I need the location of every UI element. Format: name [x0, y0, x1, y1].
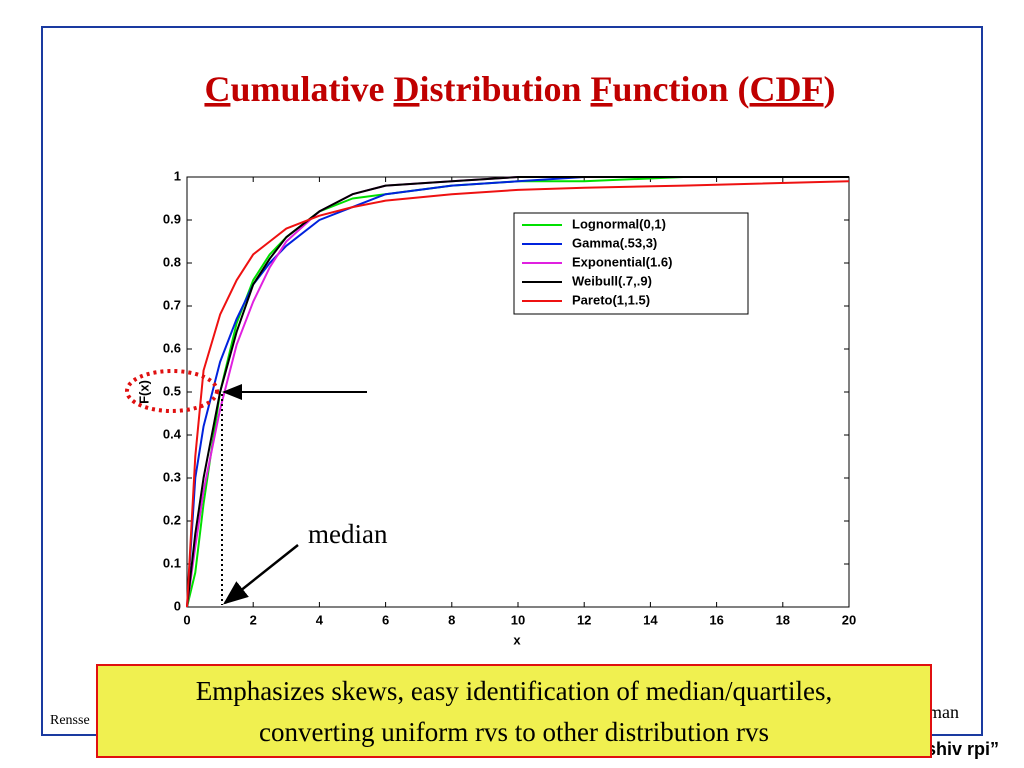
- x-tick-label: 8: [448, 612, 455, 627]
- title-segment: umulative: [230, 69, 393, 109]
- callout-text: converting uniform rvs to other distribu…: [259, 717, 769, 747]
- highlight-ellipse: [125, 369, 219, 413]
- legend: Lognormal(0,1) Gamma(.53,3) Exponential(1.…: [522, 216, 672, 307]
- title-segment: C: [204, 69, 230, 109]
- footer-left: Rensse: [50, 713, 90, 728]
- y-tick-label: 0.3: [163, 469, 181, 484]
- x-axis-label: x: [513, 632, 521, 647]
- y-tick-label: 0.9: [163, 211, 181, 226]
- legend-label: Weibull(.7,.9): [572, 273, 652, 288]
- title-segment: F: [591, 69, 613, 109]
- x-tick-label: 18: [776, 612, 790, 627]
- y-tick-label: 0.1: [163, 555, 181, 570]
- x-tick-label: 20: [842, 612, 856, 627]
- y-tick-label: 0: [174, 598, 181, 613]
- x-tick-label: 12: [577, 612, 591, 627]
- legend-label: Gamma(.53,3): [572, 235, 657, 250]
- callout-text: Emphasizes skews, easy identification of…: [196, 676, 833, 706]
- footer-right: man: [928, 702, 959, 722]
- slide-frame: [41, 26, 983, 736]
- title-segment: D: [393, 69, 419, 109]
- legend-label: Pareto(1,1.5): [572, 292, 650, 307]
- y-tick-label: 1: [174, 168, 181, 183]
- x-tick-label: 10: [511, 612, 525, 627]
- plot: 0 2 4 6 8 10 12 14 16 18 20 0 0.1 0.2 0.3 0.4 0.5 0.6 0.7 0…: [163, 168, 856, 627]
- y-tick-label: 0.8: [163, 254, 181, 269]
- y-tick-label: 0.6: [163, 340, 181, 355]
- title-segment: istribution: [419, 69, 590, 109]
- callout-box: [96, 664, 932, 758]
- series-line: [186, 176, 849, 608]
- x-tick-label: 0: [183, 612, 190, 627]
- arrow: [223, 544, 299, 605]
- y-tick-label: 0.2: [163, 512, 181, 527]
- series-line: [186, 180, 850, 608]
- title-segment: CDF: [750, 69, 824, 109]
- series-line: [186, 176, 849, 608]
- x-tick-label: 4: [316, 612, 324, 627]
- x-tick-label: 14: [643, 612, 658, 627]
- legend-label: Exponential(1.6): [572, 254, 672, 269]
- y-tick-label: 0.4: [163, 426, 182, 441]
- legend-label: Lognormal(0,1): [572, 216, 666, 231]
- title-segment: unction (: [613, 69, 750, 109]
- x-tick-label: 6: [382, 612, 389, 627]
- annotation: median: [308, 519, 388, 549]
- y-tick-label: 0.7: [163, 297, 181, 312]
- title-segment: ): [824, 69, 836, 109]
- y-axis-label: F(x): [136, 380, 151, 404]
- footer-tag: shiv rpi”: [926, 739, 999, 759]
- x-tick-label: 16: [709, 612, 723, 627]
- slide-title: Cumulative Distribution Function (CDF): [204, 69, 835, 109]
- x-tick-label: 2: [250, 612, 257, 627]
- y-tick-label: 0.5: [163, 383, 181, 398]
